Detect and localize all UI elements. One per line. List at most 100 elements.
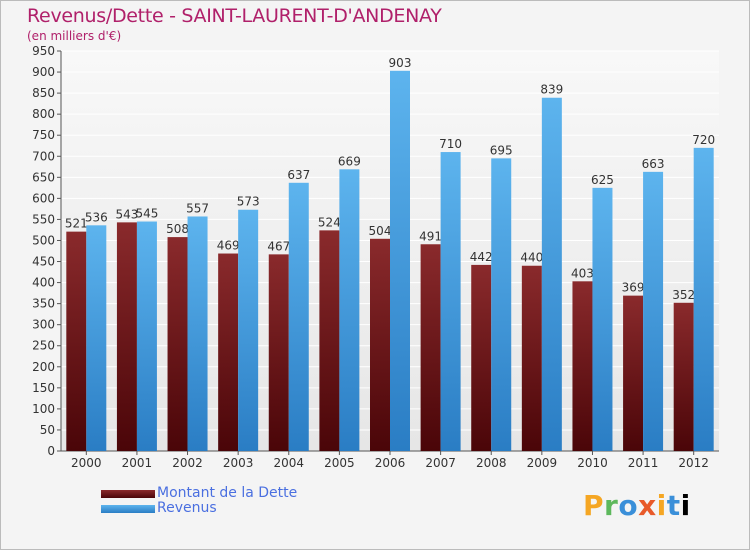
chart-title: Revenus/Dette - SAINT-LAURENT-D'ANDENAY [27, 5, 442, 27]
y-tick-label: 450 [32, 255, 55, 269]
bar-dette [268, 254, 289, 451]
x-tick-label: 2010 [577, 456, 608, 470]
bar-dette [66, 231, 87, 451]
y-tick-label: 0 [47, 444, 55, 458]
x-tick-label: 2001 [122, 456, 153, 470]
y-tick-label: 50 [40, 423, 55, 437]
data-label-revenus: 720 [692, 133, 715, 147]
bar-dette [673, 302, 694, 451]
data-label-revenus: 695 [490, 143, 513, 157]
bar-revenus [440, 152, 461, 452]
bar-dette [370, 238, 390, 451]
data-label-dette: 504 [369, 224, 392, 238]
bar-revenus [187, 216, 208, 451]
y-tick-label: 300 [32, 318, 55, 332]
bar-revenus [592, 187, 613, 451]
chart-subtitle: (en milliers d'€) [27, 29, 122, 43]
bar-dette [116, 222, 137, 451]
bar-revenus [339, 169, 360, 451]
logo-char: i [680, 489, 691, 522]
x-tick-label: 2004 [273, 456, 304, 470]
data-label-revenus: 536 [85, 210, 108, 224]
data-label-dette: 508 [166, 222, 189, 236]
y-tick-label: 350 [32, 297, 55, 311]
y-tick-label: 200 [32, 360, 55, 374]
y-tick-label: 950 [32, 44, 55, 58]
y-tick-label: 400 [32, 276, 55, 290]
y-tick-label: 900 [32, 65, 55, 79]
logo-char: t [666, 489, 681, 522]
data-label-revenus: 663 [642, 157, 665, 171]
logo-char: r [604, 489, 619, 522]
bar-dette [319, 230, 340, 451]
data-label-revenus: 625 [591, 173, 614, 187]
y-tick-label: 100 [32, 402, 55, 416]
bar-revenus [238, 209, 259, 451]
x-tick-label: 2012 [678, 456, 709, 470]
y-tick-label: 650 [32, 170, 55, 184]
logo-char: i [656, 489, 667, 522]
data-label-revenus: 839 [540, 83, 563, 97]
data-label-dette: 467 [267, 239, 290, 253]
data-label-revenus: 557 [186, 201, 209, 215]
data-label-revenus: 669 [338, 154, 361, 168]
data-label-dette: 352 [672, 288, 695, 302]
data-label-revenus: 903 [389, 56, 412, 70]
logo-char: x [638, 489, 657, 522]
legend-label-revenus: Revenus [157, 500, 217, 516]
data-label-dette: 491 [419, 229, 442, 243]
data-label-dette: 469 [217, 239, 240, 253]
x-tick-label: 2000 [71, 456, 102, 470]
bar-revenus [693, 147, 714, 451]
data-label-dette: 543 [115, 207, 138, 221]
bar-dette [623, 295, 644, 451]
proxiti-logo: Proxiti [583, 489, 691, 522]
bar-dette [420, 244, 441, 451]
logo-char: o [618, 489, 639, 522]
data-label-revenus: 637 [287, 168, 310, 182]
data-label-dette: 521 [65, 217, 88, 231]
bar-dette [167, 237, 188, 451]
y-tick-label: 150 [32, 381, 55, 395]
data-label-dette: 524 [318, 215, 341, 229]
x-tick-label: 2002 [172, 456, 203, 470]
legend-swatch-revenus [101, 505, 155, 513]
data-label-revenus: 545 [135, 207, 158, 221]
bar-dette [572, 281, 593, 451]
x-tick-label: 2008 [476, 456, 507, 470]
y-tick-label: 550 [32, 212, 55, 226]
y-tick-label: 600 [32, 191, 55, 205]
x-tick-label: 2003 [223, 456, 254, 470]
legend-swatch-dette [101, 490, 155, 498]
data-label-dette: 369 [622, 281, 645, 295]
bar-dette [218, 253, 239, 451]
x-tick-label: 2011 [628, 456, 659, 470]
y-tick-label: 850 [32, 86, 55, 100]
y-tick-label: 750 [32, 128, 55, 142]
bar-revenus [541, 97, 562, 451]
x-tick-label: 2005 [324, 456, 355, 470]
data-label-dette: 403 [571, 266, 594, 280]
y-tick-label: 700 [32, 149, 55, 163]
bar-revenus [491, 158, 512, 452]
data-label-revenus: 710 [439, 137, 462, 151]
bar-revenus [136, 221, 157, 451]
legend-label-dette: Montant de la Dette [157, 485, 298, 501]
x-tick-label: 2009 [527, 456, 558, 470]
data-label-dette: 442 [470, 250, 493, 264]
y-tick-label: 800 [32, 107, 55, 121]
bar-dette [521, 265, 542, 451]
bar-revenus [288, 182, 309, 451]
bar-revenus [390, 70, 410, 451]
y-tick-label: 250 [32, 339, 55, 353]
data-label-dette: 440 [520, 251, 543, 265]
x-tick-label: 2006 [375, 456, 406, 470]
bar-revenus [643, 171, 664, 451]
bar-revenus [86, 225, 107, 451]
x-tick-label: 2007 [425, 456, 456, 470]
data-label-revenus: 573 [237, 195, 260, 209]
logo-char: P [583, 489, 605, 522]
y-tick-label: 500 [32, 233, 55, 247]
